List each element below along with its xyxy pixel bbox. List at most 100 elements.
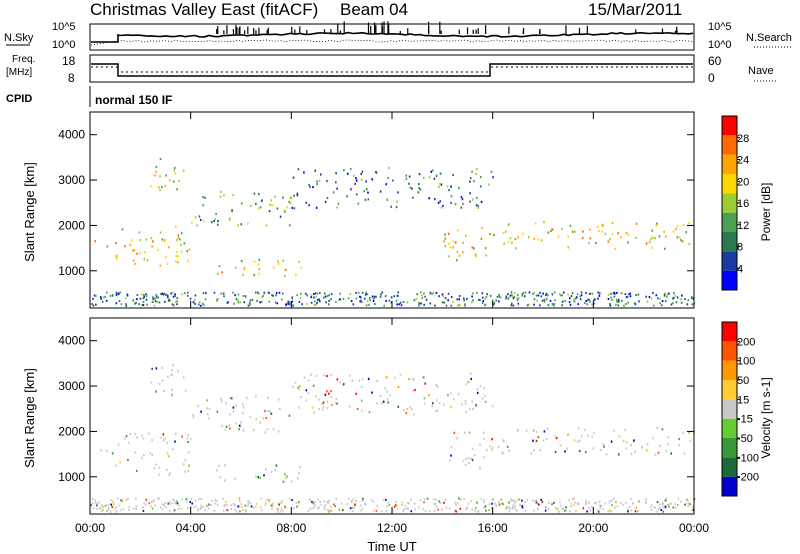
- velocity-echo-cell: [238, 500, 241, 503]
- velocity-echo-cell: [573, 439, 576, 442]
- power-echo-cell: [429, 302, 432, 305]
- velocity-echo-cell: [611, 504, 613, 507]
- velocity-echo-cell: [234, 477, 236, 480]
- velocity-echo-cell: [322, 401, 325, 404]
- power-echo-cell: [687, 299, 690, 302]
- power-echo-cell: [173, 169, 176, 172]
- velocity-echo-cell: [171, 394, 173, 397]
- power-echo-cell: [537, 238, 540, 241]
- velocity-echo-cell: [340, 502, 343, 505]
- power-echo-cell: [165, 293, 167, 296]
- power-echo-cell: [357, 291, 360, 294]
- velocity-echo-cell: [149, 452, 152, 455]
- velocity-echo-cell: [360, 409, 363, 412]
- velocity-echo-cell: [434, 409, 437, 413]
- velocity-echo-cell: [433, 510, 436, 513]
- power-echo-cell: [159, 264, 162, 267]
- velocity-echo-cell: [228, 427, 231, 430]
- velocity-echo-cell: [174, 502, 177, 505]
- velocity-echo-cell: [248, 500, 250, 503]
- velocity-echo-cell: [654, 453, 657, 456]
- power-echo-cell: [638, 300, 640, 303]
- power-echo-cell: [665, 295, 668, 298]
- velocity-echo-cell: [277, 502, 280, 505]
- velocity-echo-cell: [151, 453, 153, 456]
- power-echo-cell: [521, 294, 524, 297]
- power-echo-cell: [135, 302, 137, 305]
- power-echo-cell: [141, 293, 143, 296]
- power-echo-cell: [262, 294, 265, 297]
- power-echo-cell: [684, 298, 686, 301]
- velocity-echo-cell: [175, 500, 178, 503]
- velocity-echo-cell: [322, 405, 325, 408]
- velocity-echo-cell: [553, 501, 555, 504]
- power-echo-cell: [456, 250, 459, 254]
- velocity-echo-cell: [257, 475, 260, 479]
- power-echo-cell: [271, 204, 274, 207]
- velocity-echo-cell: [200, 498, 202, 501]
- power-echo-cell: [617, 304, 620, 307]
- velocity-echo-cell: [435, 505, 438, 508]
- velocity-echo-cell: [467, 380, 470, 384]
- velocity-frame: [89, 317, 695, 515]
- power-echo-cell: [163, 292, 166, 295]
- power-echo-cell: [231, 209, 233, 212]
- power-echo-cell: [415, 297, 418, 300]
- velocity-echo-cell: [321, 408, 324, 411]
- power-echo-cell: [633, 302, 636, 305]
- velocity-echo-cell: [222, 509, 225, 512]
- velocity-echo-cell: [121, 500, 124, 503]
- power-echo-cell: [510, 304, 513, 307]
- power-echo-cell: [176, 303, 178, 306]
- power-echo-cell: [458, 298, 461, 301]
- power-echo-cell: [244, 295, 247, 298]
- velocity-echo-cell: [525, 429, 528, 432]
- power-echo-cell: [397, 191, 399, 194]
- velocity-echo-cell: [423, 498, 426, 501]
- velocity-colorbar-segment: [722, 341, 737, 361]
- power-echo-cell: [288, 200, 291, 204]
- power-echo-cell: [469, 176, 472, 180]
- velocity-echo-cell: [439, 501, 442, 504]
- velocity-echo-cell: [314, 504, 317, 507]
- power-echo-cell: [214, 218, 216, 221]
- power-colorbar-tick-label: 24: [737, 155, 749, 167]
- power-echo-cell: [305, 201, 308, 204]
- velocity-echo-cell: [518, 498, 521, 501]
- velocity-echo-cell: [472, 407, 474, 411]
- velocity-echo-cell: [144, 503, 147, 506]
- velocity-echo-cell: [178, 504, 180, 507]
- power-echo-cell: [416, 293, 419, 296]
- velocity-echo-cell: [545, 437, 548, 440]
- velocity-echo-cell: [558, 510, 560, 513]
- power-echo-cell: [589, 237, 592, 240]
- velocity-echo-cell: [592, 431, 595, 434]
- velocity-echo-cell: [364, 502, 366, 505]
- power-echo-cell: [355, 193, 358, 196]
- velocity-echo-cell: [674, 503, 676, 506]
- velocity-colorbar-tick-label: 200: [737, 336, 755, 348]
- velocity-echo-cell: [489, 445, 491, 448]
- power-echo-cell: [223, 194, 225, 197]
- freq-tick-top: 18: [62, 54, 76, 68]
- velocity-echo-cell: [199, 507, 202, 510]
- velocity-colorbar-tick-label: 100: [737, 356, 755, 368]
- velocity-echo-cell: [247, 502, 250, 505]
- power-echo-cell: [579, 298, 582, 301]
- power-echo-cell: [237, 301, 240, 304]
- velocity-echo-cell: [463, 498, 465, 501]
- velocity-echo-cell: [376, 402, 378, 405]
- power-echo-cell: [314, 300, 316, 303]
- velocity-echo-cell: [501, 502, 504, 505]
- power-echo-cell: [350, 188, 352, 191]
- power-echo-cell: [319, 300, 321, 303]
- power-echo-cell: [553, 291, 556, 294]
- power-echo-cell: [316, 301, 319, 304]
- time-tick-label: 00:00: [679, 521, 709, 535]
- power-echo-cell: [347, 297, 350, 300]
- velocity-echo-cell: [401, 501, 404, 504]
- power-echo-cell: [261, 296, 263, 299]
- velocity-echo-cell: [653, 505, 655, 508]
- power-echo-cell: [512, 297, 515, 300]
- power-echo-cell: [289, 303, 291, 306]
